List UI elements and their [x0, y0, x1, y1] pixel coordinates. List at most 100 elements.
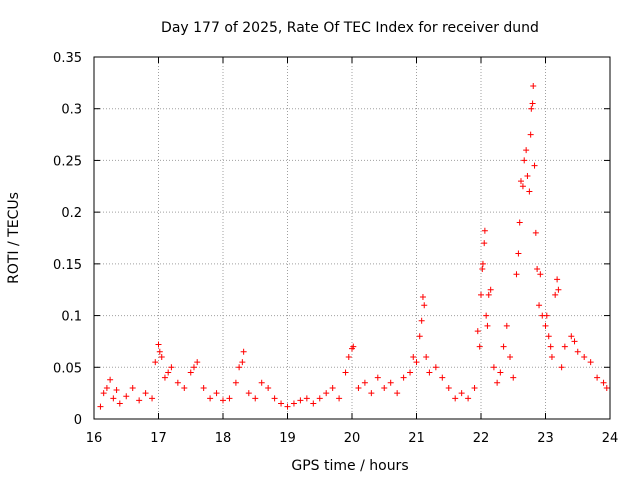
data-point: [239, 359, 246, 366]
data-point: [297, 397, 304, 404]
data-point: [220, 397, 226, 404]
data-point: [552, 291, 559, 298]
x-tick-label: 21: [408, 431, 425, 446]
data-point: [123, 393, 130, 400]
data-point: [526, 188, 533, 195]
data-point: [432, 364, 439, 371]
data-point: [485, 291, 492, 298]
data-point: [416, 333, 423, 340]
data-point: [355, 384, 362, 391]
data-point: [474, 328, 481, 335]
data-point: [494, 379, 501, 386]
data-point: [284, 403, 291, 410]
data-point: [521, 157, 528, 164]
data-point: [515, 250, 522, 257]
data-point: [387, 379, 394, 386]
data-point: [465, 395, 472, 402]
y-tick-label: 0.15: [53, 258, 82, 273]
x-tick-label: 22: [473, 431, 490, 446]
data-point: [426, 369, 433, 376]
data-point: [555, 286, 562, 293]
data-point: [350, 343, 357, 350]
data-point: [400, 374, 407, 381]
y-tick-label: 0.25: [53, 154, 82, 169]
data-point: [452, 395, 459, 402]
data-point: [479, 266, 486, 273]
data-point: [574, 348, 581, 355]
x-axis-label: GPS time / hours: [291, 458, 408, 474]
data-point: [194, 359, 201, 366]
data-point: [345, 353, 352, 360]
data-point: [303, 395, 310, 402]
data-point: [481, 227, 488, 234]
data-point: [571, 338, 578, 345]
data-point: [527, 131, 534, 138]
data-point: [226, 395, 233, 402]
data-point: [413, 359, 420, 366]
data-point: [200, 384, 207, 391]
data-point: [487, 286, 494, 293]
grid: [94, 57, 610, 419]
data-point: [381, 384, 388, 391]
data-point: [174, 379, 181, 386]
data-point: [278, 400, 285, 407]
data-point: [236, 364, 243, 371]
data-point: [445, 384, 452, 391]
y-tick-label: 0.2: [61, 206, 82, 221]
data-point: [240, 348, 247, 355]
data-point: [161, 374, 168, 381]
y-tick-label: 0.1: [61, 310, 82, 325]
data-point: [265, 384, 272, 391]
data-point: [568, 333, 575, 340]
data-point: [594, 374, 601, 381]
data-point: [394, 390, 401, 397]
data-point: [517, 178, 524, 185]
data-point: [478, 291, 484, 298]
data-point: [542, 322, 549, 329]
data-point: [168, 364, 175, 371]
data-point: [561, 343, 568, 350]
data-point: [536, 302, 543, 309]
data-point: [181, 384, 188, 391]
data-point: [421, 302, 428, 309]
data-point: [129, 384, 136, 391]
data-point: [510, 374, 517, 381]
x-tick-label: 17: [150, 431, 167, 446]
data-point: [374, 374, 381, 381]
data-point: [103, 384, 110, 391]
data-point: [529, 100, 536, 107]
data-point: [116, 400, 123, 407]
data-point: [213, 390, 220, 397]
data-point: [524, 172, 531, 179]
data-point: [516, 219, 523, 226]
ticks: [93, 56, 611, 420]
data-point: [503, 322, 510, 329]
chart-title: Day 177 of 2025, Rate Of TEC Index for r…: [161, 20, 539, 36]
y-tick-label: 0.35: [53, 51, 82, 66]
data-point: [100, 390, 107, 397]
x-tick-label: 16: [86, 431, 103, 446]
data-point: [581, 353, 588, 360]
y-tick-labels: 0 0.05 0.1 0.15 0.2 0.25 0.3 0.35: [53, 51, 82, 428]
data-point: [310, 400, 317, 407]
data-point: [547, 343, 554, 350]
data-point: [537, 271, 544, 278]
data-point: [558, 364, 565, 371]
data-point: [545, 333, 552, 340]
data-point: [290, 400, 297, 407]
data-point: [410, 353, 417, 360]
data-point: [342, 369, 349, 376]
data-point: [500, 343, 507, 350]
data-point: [142, 390, 149, 397]
data-point: [490, 364, 497, 371]
data-point: [534, 266, 541, 273]
data-points: [97, 82, 610, 410]
data-point: [548, 353, 555, 360]
data-point: [418, 317, 425, 324]
data-point: [407, 369, 414, 376]
data-point: [361, 379, 368, 386]
data-point: [368, 390, 375, 397]
data-point: [113, 387, 120, 394]
data-point: [158, 353, 165, 360]
data-point: [245, 390, 252, 397]
